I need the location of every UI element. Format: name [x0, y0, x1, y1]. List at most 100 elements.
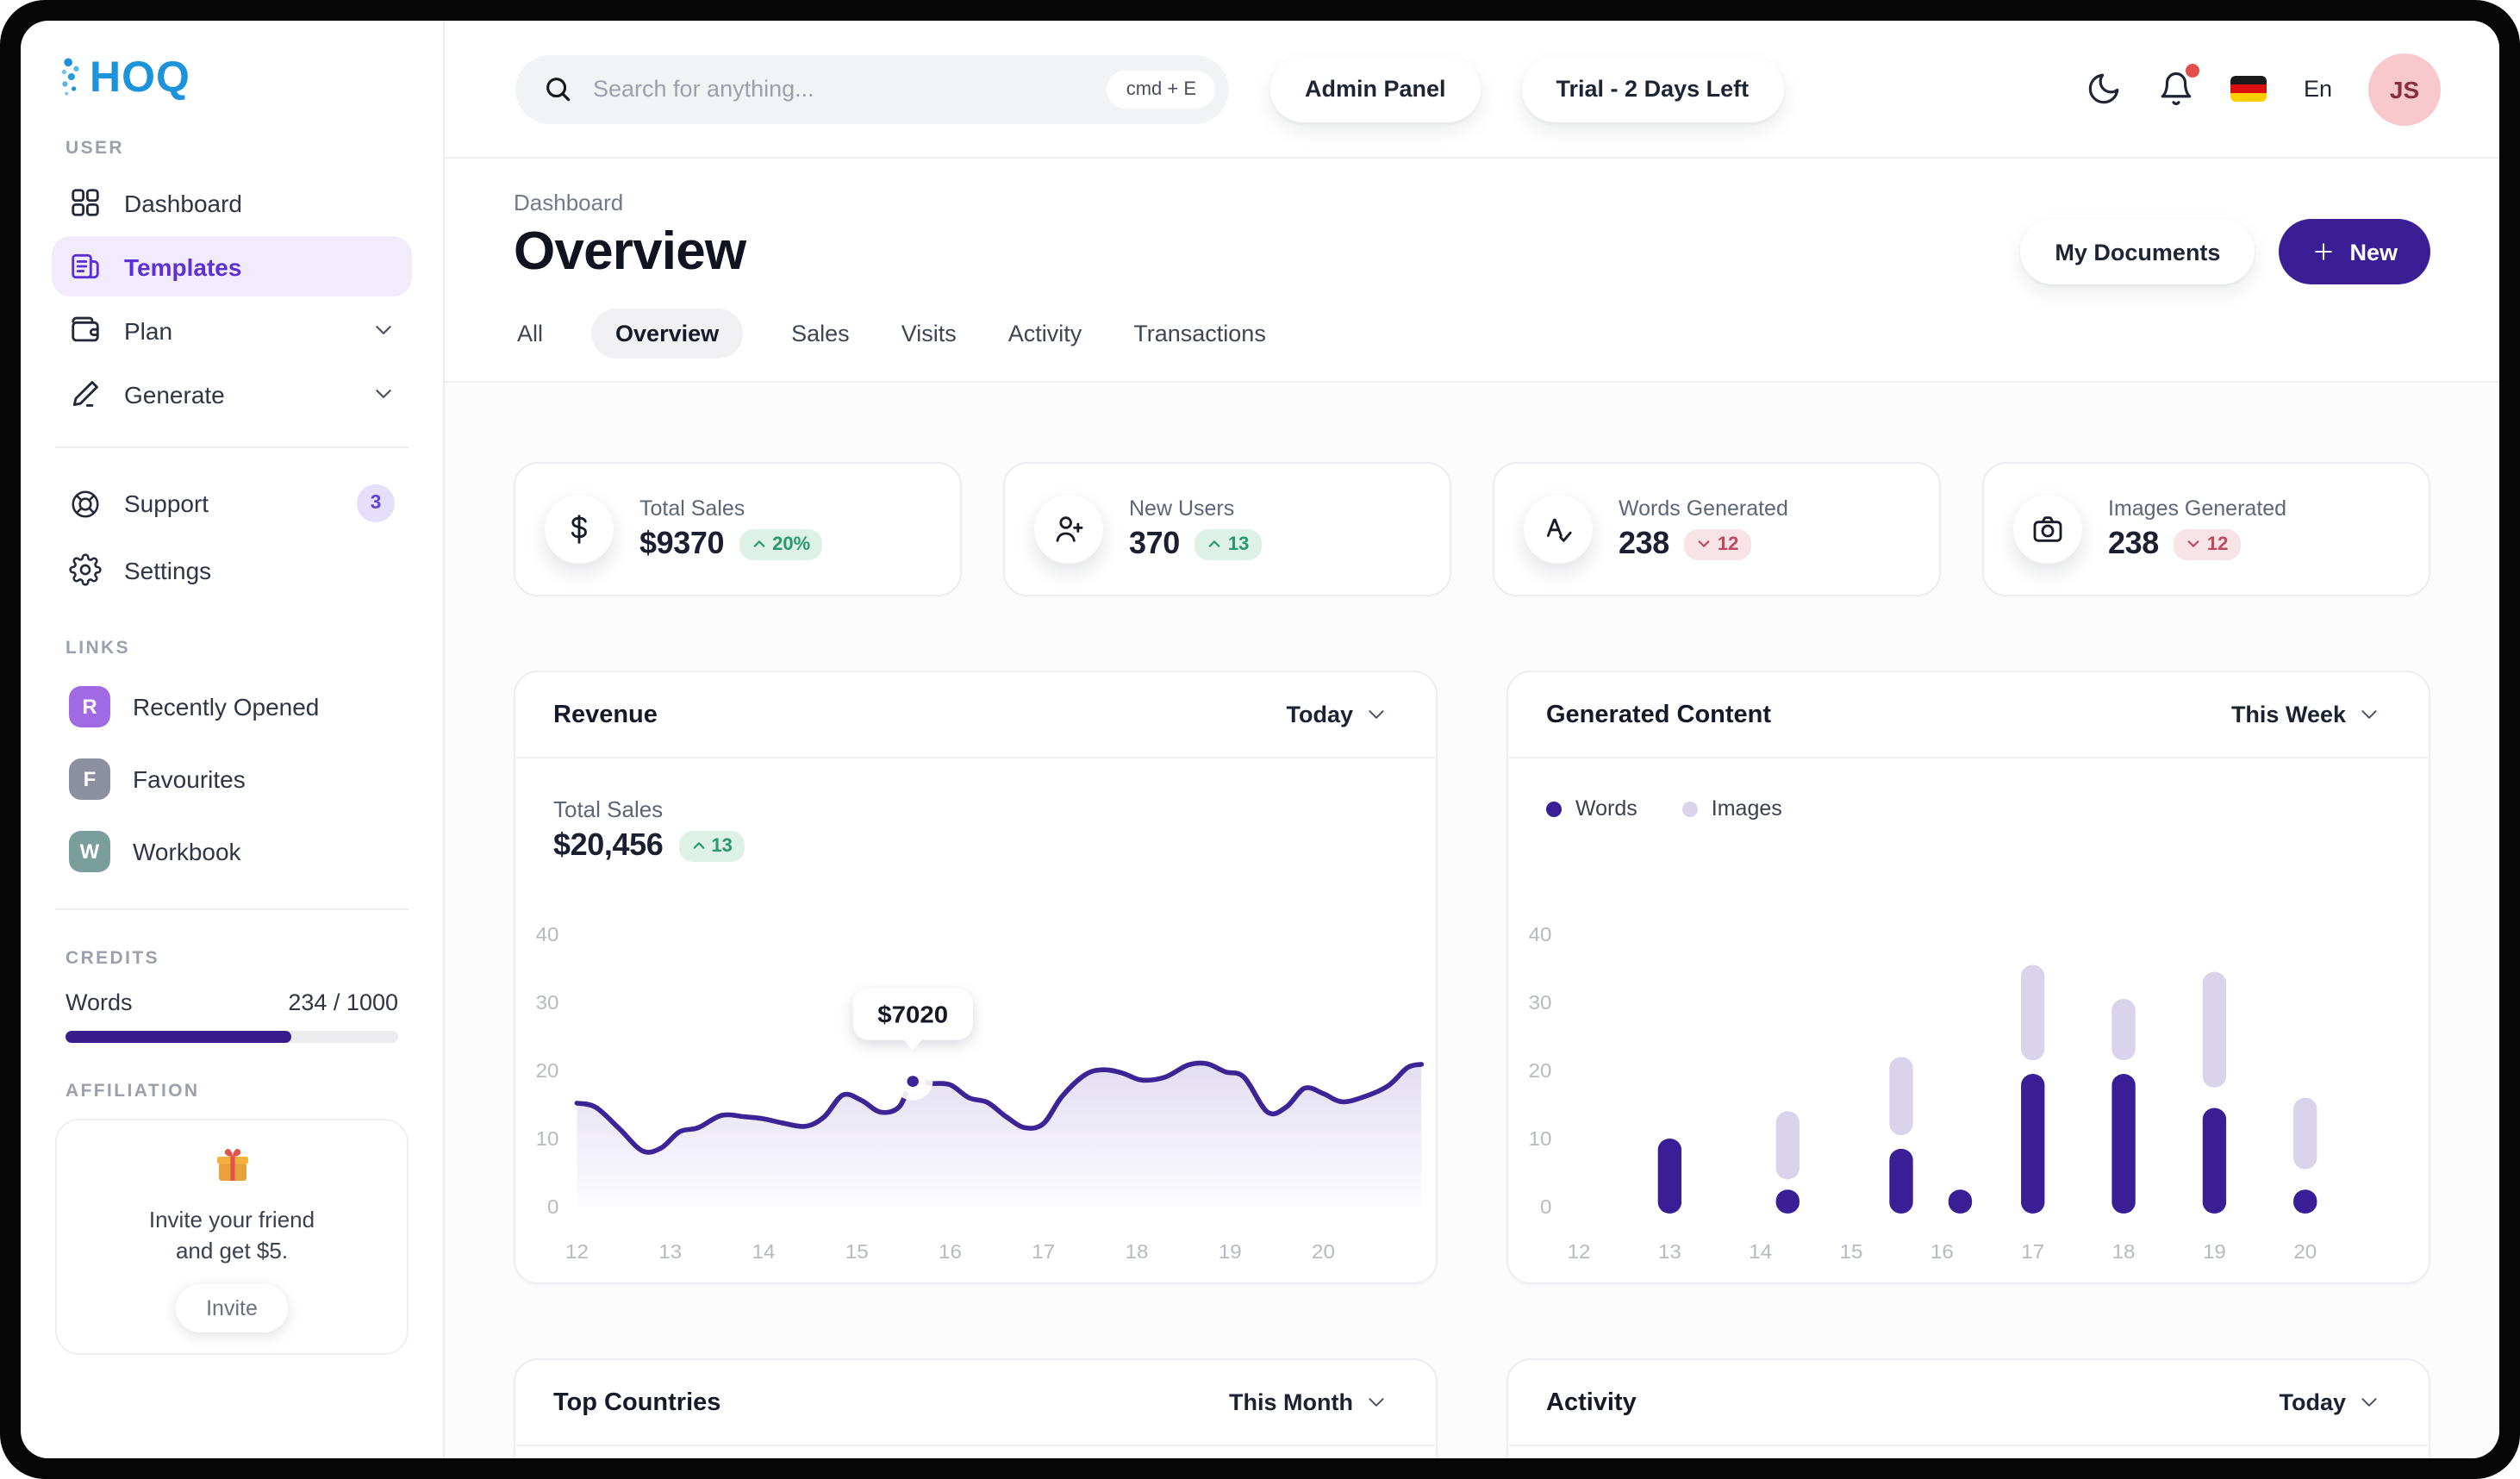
stat-card-total-sales: Total Sales $9370 20% [514, 462, 962, 596]
badge-value: 12 [1717, 534, 1739, 554]
tab-activity[interactable]: Activity [1005, 309, 1086, 359]
legend-label: Words [1575, 796, 1637, 821]
bar-words [1889, 1148, 1913, 1214]
brand-name: HOQ [90, 53, 190, 102]
chevron-up-icon [752, 536, 767, 552]
stat-label: Words Generated [1619, 496, 1788, 521]
svg-text:12: 12 [565, 1241, 589, 1263]
generated-range-select[interactable]: This Week [2221, 700, 2391, 729]
sidebar-divider [55, 446, 409, 448]
sidebar-item-support[interactable]: Support 3 [52, 471, 412, 536]
activity-title: Activity [1546, 1389, 1637, 1416]
dark-mode-toggle[interactable] [2086, 71, 2123, 107]
revenue-card-title: Revenue [553, 701, 658, 728]
svg-text:0: 0 [1540, 1196, 1551, 1218]
affiliation-card: Invite your friend and get $5. Invite [55, 1119, 409, 1356]
brand-logo[interactable]: HOQ [52, 55, 412, 100]
activity-range-value: Today [2279, 1389, 2346, 1415]
search-icon [543, 74, 572, 103]
sidebar-section-user: USER [65, 138, 124, 159]
svg-text:15: 15 [1840, 1241, 1863, 1263]
revenue-metric-badge: 13 [678, 830, 745, 861]
badge-value: 13 [711, 835, 733, 856]
tab-transactions[interactable]: Transactions [1130, 309, 1269, 359]
sidebar-item-label: Support [124, 490, 209, 517]
legend-item-images[interactable]: Images [1681, 796, 1782, 821]
bar-images [2293, 1097, 2317, 1170]
trial-button[interactable]: Trial - 2 Days Left [1521, 56, 1784, 122]
top-countries-range-select[interactable]: This Month [1219, 1388, 1398, 1417]
sidebar-item-label: Settings [124, 556, 212, 583]
credits-progress-bar [65, 1031, 398, 1043]
topbar-right: En JS [2086, 53, 2441, 125]
svg-text:20: 20 [536, 1060, 559, 1082]
bar-images [1889, 1057, 1913, 1136]
new-button[interactable]: New [2279, 219, 2430, 284]
breadcrumb[interactable]: Dashboard [514, 190, 624, 215]
top-countries-card: Top Countries This Month [514, 1358, 1438, 1458]
invite-button[interactable]: Invite [175, 1284, 289, 1333]
stat-value: 370 [1129, 526, 1180, 560]
link-initial-badge: F [69, 758, 110, 800]
notifications-button[interactable] [2159, 64, 2200, 107]
new-button-label: New [2349, 239, 2398, 265]
bar-words [2021, 1073, 2045, 1214]
revenue-line-chart: 0 10 20 30 40 12 13 14 15 16 17 18 19 20 $7020 [536, 924, 1425, 1263]
legend-dot [1546, 801, 1562, 816]
search-input[interactable] [589, 74, 1090, 103]
moon-icon [2086, 73, 2123, 112]
svg-text:16: 16 [939, 1241, 962, 1263]
avatar[interactable]: JS [2368, 53, 2441, 125]
svg-text:18: 18 [1126, 1241, 1149, 1263]
sidebar-item-generate[interactable]: Generate [52, 364, 412, 424]
german-flag-icon[interactable] [2230, 76, 2267, 102]
user-plus-icon [1034, 495, 1103, 564]
svg-text:17: 17 [2021, 1241, 2044, 1263]
svg-text:30: 30 [536, 992, 559, 1014]
sidebar-item-label: Templates [124, 253, 242, 280]
sidebar-link-recently-opened[interactable]: R Recently Opened [52, 672, 412, 741]
generated-range-value: This Week [2230, 702, 2346, 727]
stat-badge: 12 [2174, 528, 2241, 559]
sidebar-item-templates[interactable]: Templates [52, 236, 412, 296]
dollar-icon [545, 495, 614, 564]
admin-panel-button[interactable]: Admin Panel [1270, 56, 1481, 122]
support-badge: 3 [357, 484, 395, 522]
main-area: cmd + E Admin Panel Trial - 2 Days Left [445, 21, 2499, 1458]
svg-text:40: 40 [536, 924, 559, 945]
sidebar-links: R Recently Opened F Favourites W Workbook [52, 672, 412, 886]
sidebar-link-workbook[interactable]: W Workbook [52, 817, 412, 886]
svg-text:13: 13 [658, 1241, 682, 1263]
revenue-range-select[interactable]: Today [1276, 700, 1398, 729]
activity-range-select[interactable]: Today [2268, 1388, 2391, 1417]
sidebar-item-dashboard[interactable]: Dashboard [52, 172, 412, 233]
tab-all[interactable]: All [514, 309, 546, 359]
sidebar-link-favourites[interactable]: F Favourites [52, 745, 412, 814]
stat-card-new-users: New Users 370 13 [1003, 462, 1451, 596]
gift-icon [211, 1145, 253, 1186]
sidebar-item-plan[interactable]: Plan [52, 300, 412, 360]
topbar: cmd + E Admin Panel Trial - 2 Days Left [445, 21, 2499, 159]
tab-overview[interactable]: Overview [591, 309, 744, 359]
stat-card-words-generated: Words Generated 238 12 [1493, 462, 1941, 596]
stat-label: Total Sales [639, 496, 745, 521]
brand-logo-icon [59, 55, 81, 100]
credits-value: 234 / 1000 [288, 989, 398, 1015]
spellcheck-icon [1524, 495, 1593, 564]
notification-dot [2186, 64, 2200, 78]
svg-text:20: 20 [1312, 1241, 1335, 1263]
svg-text:18: 18 [2112, 1241, 2136, 1263]
language-label[interactable]: En [2303, 76, 2332, 102]
sidebar-menu: Dashboard Templates Plan Generate [52, 172, 412, 424]
stat-badge: 13 [1195, 528, 1262, 559]
sidebar-item-settings[interactable]: Settings [52, 540, 412, 600]
legend-item-words[interactable]: Words [1546, 796, 1637, 821]
my-documents-button[interactable]: My Documents [2020, 219, 2255, 284]
affiliation-line1: Invite your friend [148, 1207, 315, 1232]
tab-visits[interactable]: Visits [898, 309, 960, 359]
tab-sales[interactable]: Sales [788, 309, 853, 359]
sidebar-section-links: LINKS [65, 638, 130, 658]
search-bar[interactable]: cmd + E [515, 54, 1229, 123]
top-countries-range-value: This Month [1229, 1389, 1353, 1415]
